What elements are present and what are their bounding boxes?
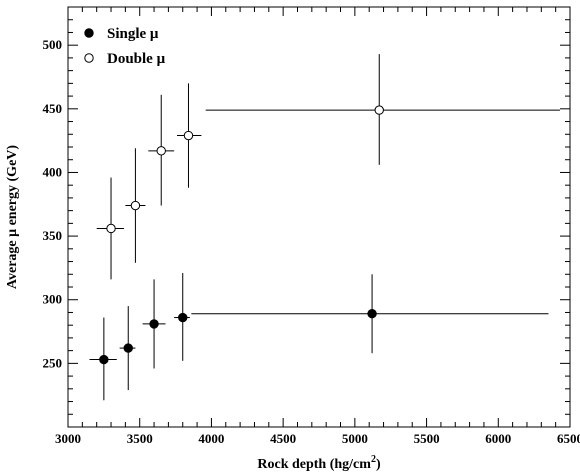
x-tick-label: 6500 [557,431,580,446]
y-tick-label: 450 [43,101,63,116]
data-marks [89,54,560,401]
x-tick-label: 4000 [198,431,224,446]
tick-labels: 3000 3500 4000 4500 5000 5500 6000 6500 250 300 35… [43,37,580,446]
y-tick-label: 350 [43,228,63,243]
y-tick-label: 250 [43,355,63,370]
data-point [183,130,194,141]
data-point [367,309,377,319]
series-double-mu [96,54,560,280]
y-tick-label: 500 [43,37,63,52]
legend: Single μ Double μ [84,26,166,67]
y-axis-title: Average μ energy (GeV) [5,145,20,289]
axis-ticks [67,6,571,427]
x-axis-title: Rock depth (hg/cm2) [257,454,381,472]
y-tick-label: 300 [43,292,63,307]
data-point [123,343,133,353]
legend-label: Single μ [107,26,159,42]
data-point [374,105,384,115]
y-tick-label: 400 [43,164,63,179]
x-tick-label: 5000 [342,431,368,446]
legend-label: Double μ [107,51,166,67]
data-point [130,200,141,211]
legend-marker [84,53,94,63]
x-tick-label: 5500 [414,431,440,446]
series-single-mu [89,273,549,401]
x-tick-label: 4500 [270,431,296,446]
x-tick-label: 3500 [127,431,153,446]
x-tick-label: 3000 [55,431,81,446]
data-point [106,223,116,234]
data-point [178,312,188,323]
legend-marker [84,28,94,38]
data-point [156,146,166,156]
x-tick-label: 6000 [485,431,511,446]
plot-frame [67,6,571,428]
data-point [149,319,159,329]
data-point [99,354,109,365]
